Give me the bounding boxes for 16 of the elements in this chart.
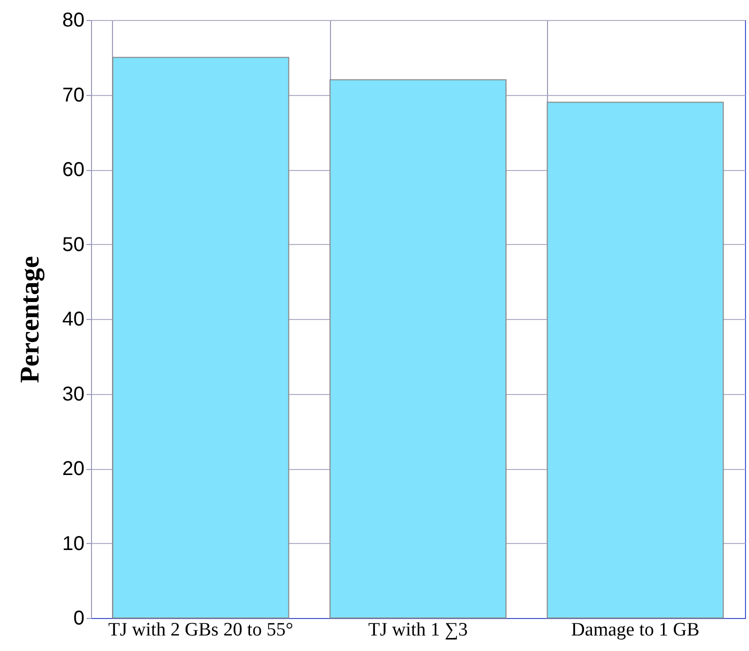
y-tick-label: 80 — [62, 10, 84, 32]
x-tick-label: TJ with 2 GBs 20 to 55° — [108, 620, 294, 640]
x-tick-label: TJ with 1 ∑3 — [368, 620, 468, 640]
bar — [112, 56, 290, 618]
y-tick-label: 60 — [62, 159, 84, 181]
y-tick-label: 0 — [73, 608, 84, 630]
bar — [546, 102, 724, 618]
y-tick-label: 20 — [62, 458, 84, 480]
y-tick-label: 50 — [62, 234, 84, 256]
bar — [330, 79, 506, 618]
y-axis-title: Percentage — [14, 256, 44, 383]
y-tick-label: 10 — [62, 532, 84, 555]
y-tick-label: 30 — [62, 383, 84, 406]
y-tick-label: 70 — [62, 84, 84, 106]
x-tick-label: Damage to 1 GB — [571, 620, 700, 640]
y-tick-label: 40 — [62, 308, 84, 330]
